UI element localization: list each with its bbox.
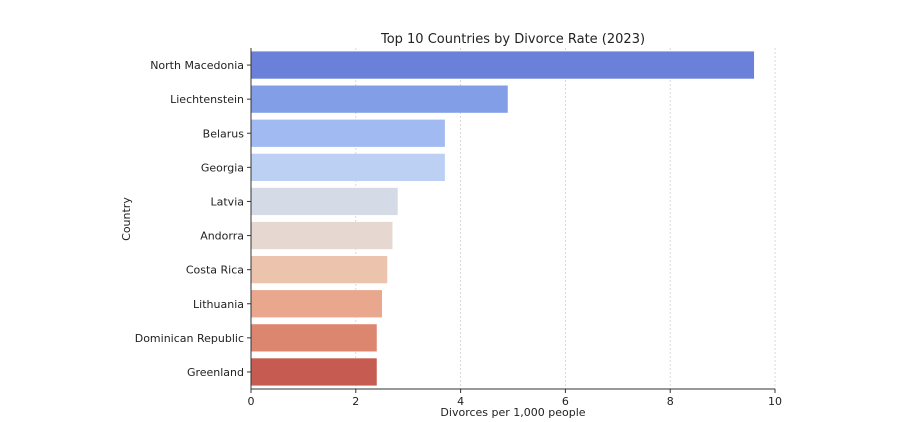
bar xyxy=(251,324,377,352)
x-tick-label: 10 xyxy=(768,395,782,408)
x-tick-label: 4 xyxy=(457,395,464,408)
chart-title: Top 10 Countries by Divorce Rate (2023) xyxy=(380,32,645,47)
bar xyxy=(251,221,393,250)
y-tick-label: North Macedonia xyxy=(150,59,244,72)
y-ticks: North Macedonia Liechtenstein Belarus Georg… xyxy=(135,59,251,379)
bar xyxy=(251,51,755,79)
y-tick-label: Latvia xyxy=(211,195,245,208)
y-tick-label: Greenland xyxy=(187,366,244,379)
bar xyxy=(251,290,382,318)
bar xyxy=(251,85,508,113)
bar xyxy=(251,187,398,216)
x-tick-label: 8 xyxy=(667,395,674,408)
y-tick-label: Belarus xyxy=(203,127,245,140)
x-ticks: 0 2 4 6 8 10 xyxy=(248,389,782,408)
bar xyxy=(251,119,445,147)
y-tick-label: Andorra xyxy=(200,230,244,243)
y-tick-label: Dominican Republic xyxy=(135,332,244,345)
y-tick-label: Liechtenstein xyxy=(170,93,244,106)
x-tick-label: 0 xyxy=(248,395,255,408)
x-tick-label: 2 xyxy=(352,395,359,408)
bars xyxy=(251,51,755,386)
y-axis-label: Country xyxy=(120,197,133,241)
bar xyxy=(251,256,388,284)
y-tick-label: Georgia xyxy=(201,161,244,174)
x-tick-label: 6 xyxy=(562,395,569,408)
x-axis-label: Divorces per 1,000 people xyxy=(440,406,585,419)
bar xyxy=(251,153,445,181)
y-tick-label: Lithuania xyxy=(193,298,244,311)
y-tick-label: Costa Rica xyxy=(186,264,244,277)
bar xyxy=(251,358,377,386)
